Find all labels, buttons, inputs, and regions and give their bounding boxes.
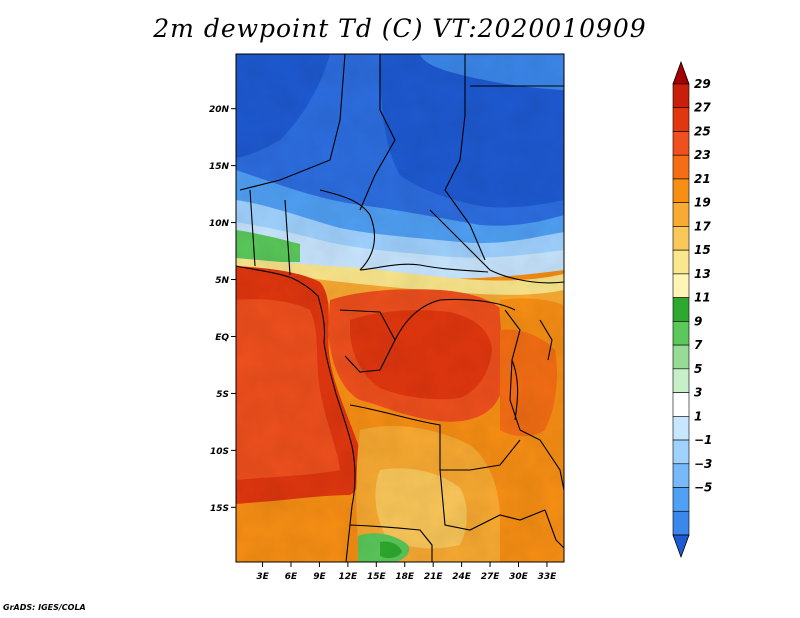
lat-tick-label: 10N [209, 219, 230, 229]
colorbar-top-arrow [672, 60, 690, 85]
chart-title: 2m dewpoint Td (C) VT:2020010909 [153, 14, 647, 43]
country-borders [236, 54, 564, 562]
lon-tick-label: 21E [424, 572, 444, 582]
lon-tick-label: 12E [339, 572, 359, 582]
colorbar-label: −3 [694, 457, 712, 471]
colorbar-swatch [672, 273, 690, 298]
lon-tick-label: 18E [395, 572, 415, 582]
colorbar-swatch [672, 226, 690, 251]
lat-tick-label: 5N [215, 276, 229, 286]
lat-tick-label: EQ [215, 333, 229, 343]
colorbar-label: 5 [694, 362, 702, 376]
colorbar-swatch [672, 368, 690, 393]
colorbar-label: 19 [694, 196, 711, 210]
colorbar-label: 3 [694, 386, 702, 400]
lat-tick-label: 15N [209, 162, 230, 172]
colorbar-swatch [672, 249, 690, 275]
colorbar-swatch [672, 510, 690, 536]
dewpoint-field [236, 54, 564, 562]
colorbar-swatch [672, 297, 690, 322]
colorbar-swatch [672, 202, 690, 227]
colorbar-label: 21 [694, 172, 711, 186]
colorbar-swatch [672, 439, 690, 465]
colorbar-label: 1 [694, 409, 702, 423]
lon-tick-label: 33E [538, 572, 558, 582]
colorbar-swatch [672, 487, 690, 512]
colorbar-label: −5 [694, 481, 712, 495]
lat-tick-label: 5S [216, 390, 229, 400]
lat-tick-label: 10S [210, 447, 229, 457]
map-frame [235, 53, 565, 563]
colorbar-swatch [672, 463, 690, 488]
software-credit: GrADS: IGES/COLA [3, 603, 86, 612]
lat-tick-label: 15S [210, 504, 229, 514]
colorbar-swatch [672, 321, 690, 346]
colorbar-bottom-arrow [672, 534, 690, 559]
latitude-axis: 20N 15N 10N 5N EQ 5S 10S 15S [209, 105, 236, 514]
colorbar-swatch [672, 416, 690, 441]
colorbar-label: 13 [694, 267, 711, 281]
lon-tick-label: 6E [285, 572, 298, 582]
coastline [236, 265, 356, 562]
longitude-axis: 3E 6E 9E 12E 15E 18E 21E 24E 27E 30E 33E [256, 562, 557, 582]
colorbar-swatch [672, 131, 690, 156]
lon-tick-label: 30E [509, 572, 529, 582]
colorbar-label: 15 [694, 243, 711, 257]
colorbar-legend: 29 27 25 23 21 19 17 15 13 11 9 7 5 3 1 −1 −3 −5 [672, 60, 712, 559]
lon-tick-label: 15E [367, 572, 387, 582]
colorbar-label: 9 [694, 314, 702, 328]
lon-tick-label: 9E [313, 572, 326, 582]
colorbar-swatch [672, 392, 690, 417]
colorbar-swatch [672, 154, 690, 180]
colorbar-label: 17 [694, 219, 711, 233]
lon-tick-label: 3E [256, 572, 269, 582]
colorbar-swatch [672, 107, 690, 132]
colorbar-swatch [672, 344, 690, 370]
colorbar-label: −1 [694, 433, 712, 447]
colorbar-label: 25 [694, 124, 711, 138]
colorbar-swatch [672, 178, 690, 203]
lon-tick-label: 27E [481, 572, 501, 582]
colorbar-swatch [672, 83, 690, 109]
lat-tick-label: 20N [209, 105, 230, 115]
colorbar-label: 11 [694, 291, 711, 305]
colorbar-label: 7 [694, 338, 703, 352]
colorbar-label: 27 [694, 101, 711, 115]
lon-tick-label: 24E [452, 572, 472, 582]
colorbar-label: 23 [694, 148, 711, 162]
colorbar-label: 29 [694, 77, 711, 91]
